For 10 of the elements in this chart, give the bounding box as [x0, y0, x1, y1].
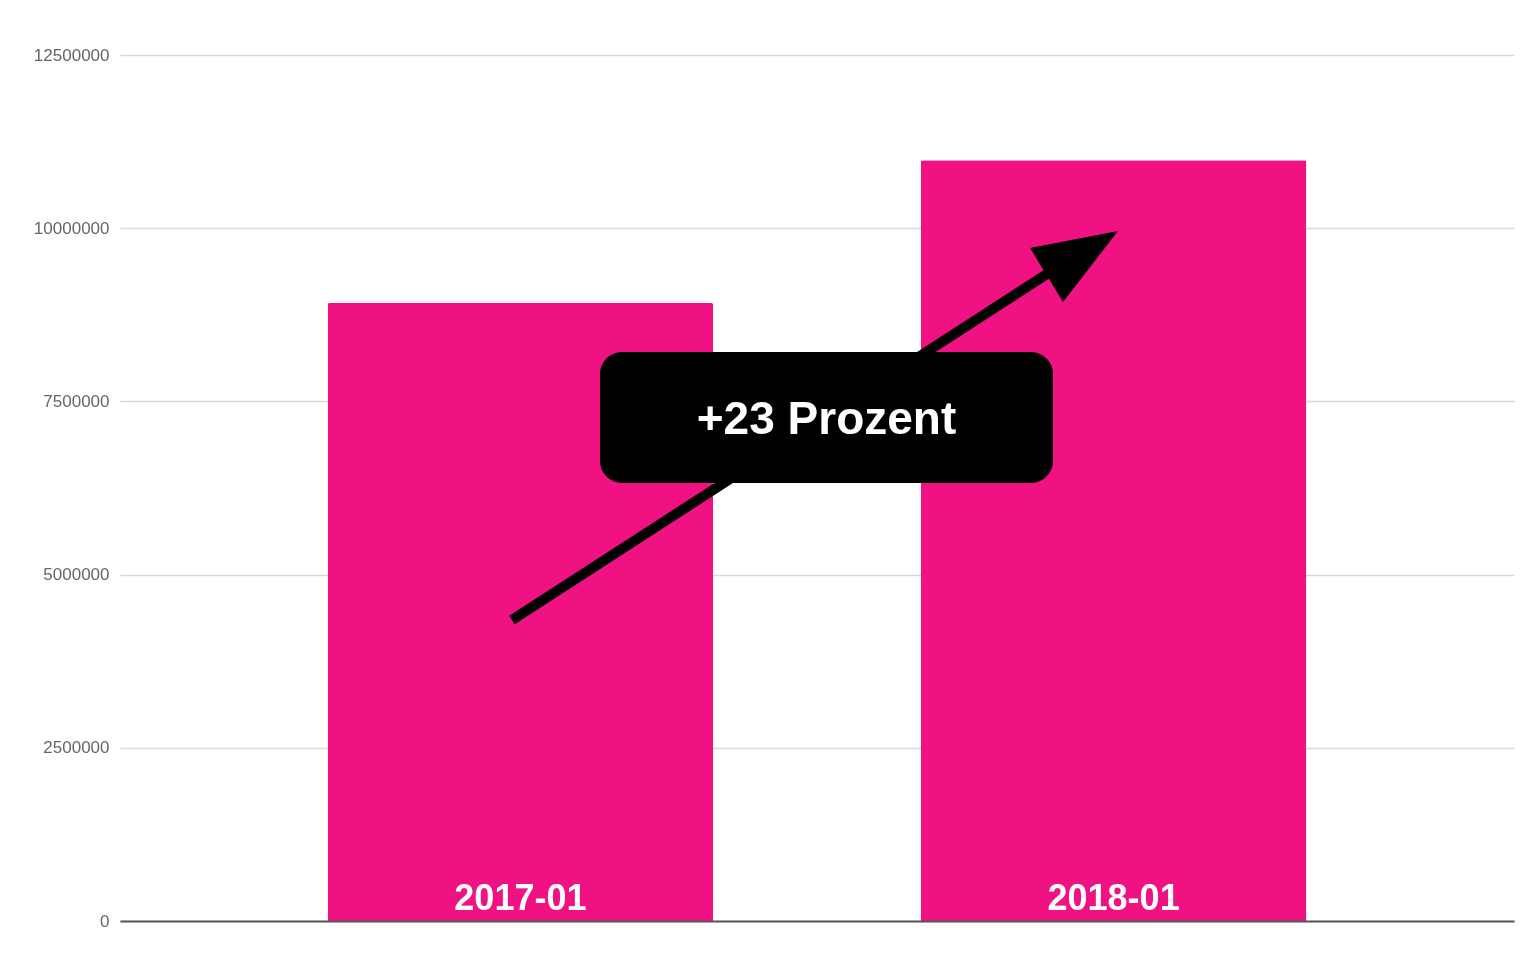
y-tick-label: 7500000: [43, 391, 110, 411]
y-tick-label: 10000000: [33, 218, 110, 238]
x-tick-label: 2018-01: [1047, 876, 1180, 918]
y-tick-label: 5000000: [43, 565, 110, 585]
y-tick-label: 2500000: [43, 738, 110, 758]
y-tick-label: 12500000: [33, 45, 110, 65]
annotation: +23 Prozent: [696, 391, 957, 444]
x-tick-label: 2017-01: [454, 876, 587, 918]
y-tick-label: 0: [100, 911, 110, 931]
callout-box: +23 Prozent: [600, 352, 1053, 483]
